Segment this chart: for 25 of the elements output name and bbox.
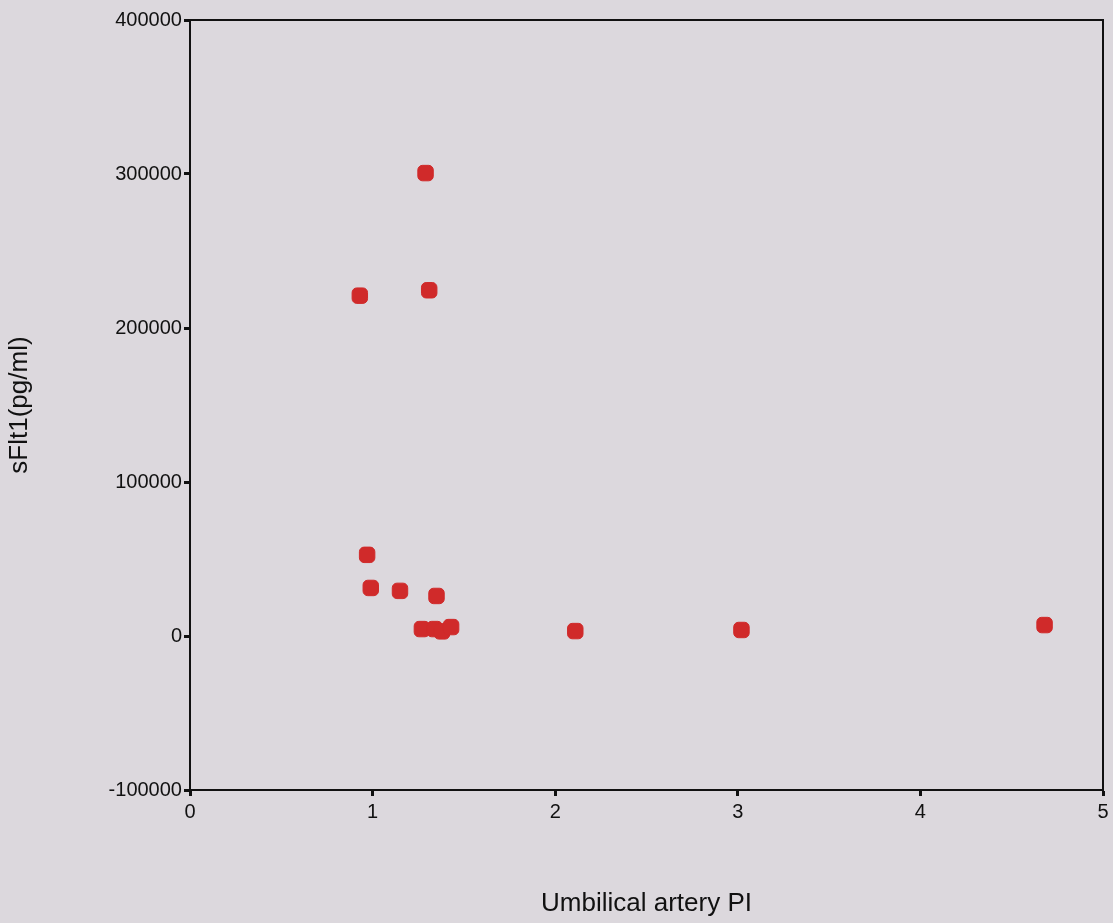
x-tick-label: 0 [184,799,196,822]
point [391,582,409,600]
y-tick-label: -100000 [108,777,182,800]
x-tick-label: 3 [732,799,744,822]
point [351,287,369,304]
x-tick-label: 2 [549,799,561,822]
point [428,587,445,605]
point [442,618,460,636]
point [358,546,376,564]
y-tick-label: 0 [170,623,182,646]
point [567,622,584,640]
x-tick-label: 4 [914,799,926,822]
point [420,282,438,299]
point [417,164,434,182]
x-tick-label: 5 [1097,799,1109,822]
point [733,621,750,639]
y-tick-label: 400000 [115,7,182,30]
y-tick-label: 100000 [115,469,182,492]
y-tick-label: 200000 [115,315,182,338]
y-axis-title: sFlt1(pg/ml) [2,336,33,474]
x-tick-label: 1 [367,799,379,822]
y-tick-label: 300000 [115,161,182,184]
x-axis-title: Umbilical artery PI [541,886,752,917]
point [1036,616,1053,634]
point [362,579,379,597]
